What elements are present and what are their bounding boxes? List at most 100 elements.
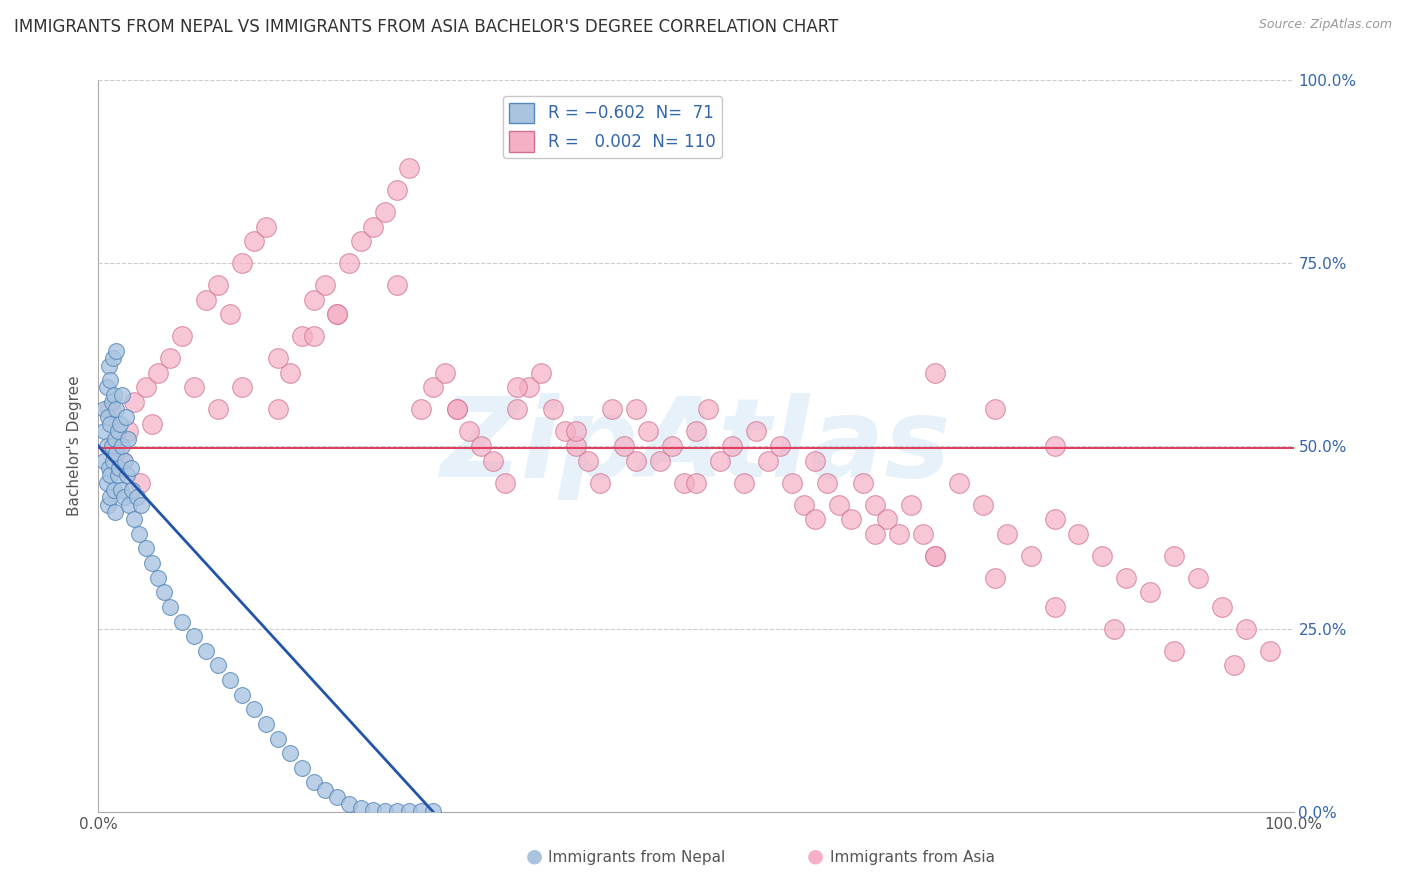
- Point: [626, 453, 648, 467]
- Point: [733, 475, 755, 490]
- Point: [924, 549, 946, 563]
- Point: [243, 234, 266, 248]
- Point: [183, 629, 205, 643]
- Point: [172, 329, 194, 343]
- Point: [207, 278, 229, 293]
- Point: [768, 439, 790, 453]
- Point: [506, 402, 529, 417]
- Point: [911, 526, 934, 541]
- Point: [111, 388, 134, 402]
- Point: [183, 380, 205, 394]
- Point: [470, 439, 492, 453]
- Text: ZipAtlas: ZipAtlas: [440, 392, 952, 500]
- Point: [350, 234, 373, 248]
- Point: [101, 453, 124, 467]
- Point: [924, 549, 946, 563]
- Point: [98, 417, 122, 431]
- Point: [302, 775, 325, 789]
- Point: [101, 351, 124, 366]
- Point: [1019, 549, 1042, 563]
- Point: [93, 402, 115, 417]
- Point: [98, 490, 122, 504]
- Point: [721, 439, 744, 453]
- Point: [153, 585, 176, 599]
- Point: [517, 380, 540, 394]
- Point: [141, 556, 163, 570]
- Point: [128, 526, 150, 541]
- Point: [984, 571, 1007, 585]
- Point: [385, 183, 409, 197]
- Point: [254, 219, 277, 234]
- Point: [637, 425, 659, 439]
- Point: [411, 804, 433, 818]
- Point: [278, 746, 301, 760]
- Point: [117, 432, 139, 446]
- Point: [865, 526, 887, 541]
- Point: [267, 351, 290, 366]
- Point: [565, 439, 588, 453]
- Point: [93, 425, 115, 439]
- Point: [135, 541, 157, 556]
- Point: [98, 359, 121, 373]
- Point: [112, 490, 135, 504]
- Point: [98, 402, 122, 417]
- Point: [363, 803, 385, 817]
- Point: [1258, 644, 1281, 658]
- Point: [159, 599, 181, 614]
- Point: [231, 380, 253, 394]
- Point: [685, 475, 707, 490]
- Point: [278, 366, 301, 380]
- Point: [172, 615, 194, 629]
- Point: [1115, 571, 1137, 585]
- Point: [120, 461, 142, 475]
- Point: [97, 498, 120, 512]
- Point: [1163, 549, 1185, 563]
- Point: [554, 425, 576, 439]
- Text: Immigrants from Nepal: Immigrants from Nepal: [548, 850, 725, 865]
- Point: [121, 483, 143, 497]
- Point: [541, 402, 564, 417]
- Point: [141, 417, 163, 431]
- Point: [1091, 549, 1114, 563]
- Point: [291, 329, 314, 343]
- Point: [339, 256, 361, 270]
- Point: [815, 475, 838, 490]
- Point: [828, 498, 851, 512]
- Point: [115, 468, 138, 483]
- Point: [107, 461, 129, 475]
- Point: [422, 380, 444, 394]
- Point: [648, 453, 672, 467]
- Text: Source: ZipAtlas.com: Source: ZipAtlas.com: [1258, 18, 1392, 31]
- Point: [131, 498, 153, 512]
- Point: [111, 453, 134, 467]
- Point: [446, 402, 468, 417]
- Point: [96, 380, 118, 394]
- Point: [100, 439, 122, 453]
- Point: [385, 804, 409, 818]
- Point: [1067, 526, 1090, 541]
- Point: [434, 366, 457, 380]
- Text: ●: ●: [807, 847, 824, 865]
- Point: [385, 278, 409, 293]
- Point: [326, 307, 349, 321]
- Point: [107, 425, 129, 439]
- Point: [105, 439, 128, 453]
- Point: [1234, 622, 1257, 636]
- Point: [602, 402, 624, 417]
- Point: [135, 380, 157, 394]
- Point: [374, 804, 396, 818]
- Point: [494, 475, 516, 490]
- Point: [673, 475, 696, 490]
- Point: [350, 801, 373, 815]
- Point: [219, 307, 242, 321]
- Point: [924, 366, 946, 380]
- Point: [117, 425, 139, 439]
- Text: IMMIGRANTS FROM NEPAL VS IMMIGRANTS FROM ASIA BACHELOR'S DEGREE CORRELATION CHAR: IMMIGRANTS FROM NEPAL VS IMMIGRANTS FROM…: [14, 18, 838, 36]
- Point: [98, 373, 122, 387]
- Point: [97, 409, 120, 424]
- Point: [195, 644, 218, 658]
- Point: [107, 468, 129, 483]
- Point: [374, 205, 396, 219]
- Point: [207, 402, 229, 417]
- Point: [326, 307, 349, 321]
